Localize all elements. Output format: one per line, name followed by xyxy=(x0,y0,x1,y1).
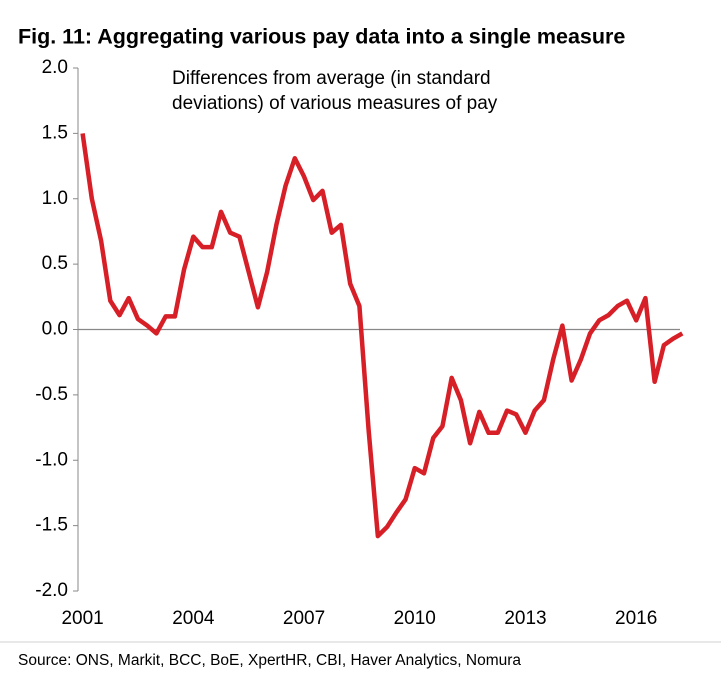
y-tick-label: -0.5 xyxy=(35,384,68,405)
y-tick-label: 0.5 xyxy=(42,253,68,274)
data-line xyxy=(80,133,684,539)
x-tick-label: 2010 xyxy=(394,608,436,629)
y-tick-label: 1.0 xyxy=(42,188,68,209)
y-tick-label: -1.0 xyxy=(35,449,68,470)
annotation: deviations) of various measures of pay xyxy=(172,93,498,114)
source: Source: ONS, Markit, BCC, BoE, XpertHR, … xyxy=(18,652,521,669)
y-tick-label: -1.5 xyxy=(35,515,68,536)
y-tick-label: 0.0 xyxy=(42,319,68,340)
x-tick-label: 2013 xyxy=(504,608,546,629)
x-tick-label: 2004 xyxy=(172,608,215,629)
chart-title: Fig. 11: Aggregating various pay data in… xyxy=(18,25,625,49)
x-tick-label: 2016 xyxy=(615,608,657,629)
x-tick-label: 2001 xyxy=(61,608,103,629)
annotation: Differences from average (in standard xyxy=(172,68,491,89)
x-tick-label: 2007 xyxy=(283,608,325,629)
y-tick-label: 2.0 xyxy=(42,57,68,78)
y-tick-label: -2.0 xyxy=(35,580,68,601)
y-tick-label: 1.5 xyxy=(42,122,68,143)
